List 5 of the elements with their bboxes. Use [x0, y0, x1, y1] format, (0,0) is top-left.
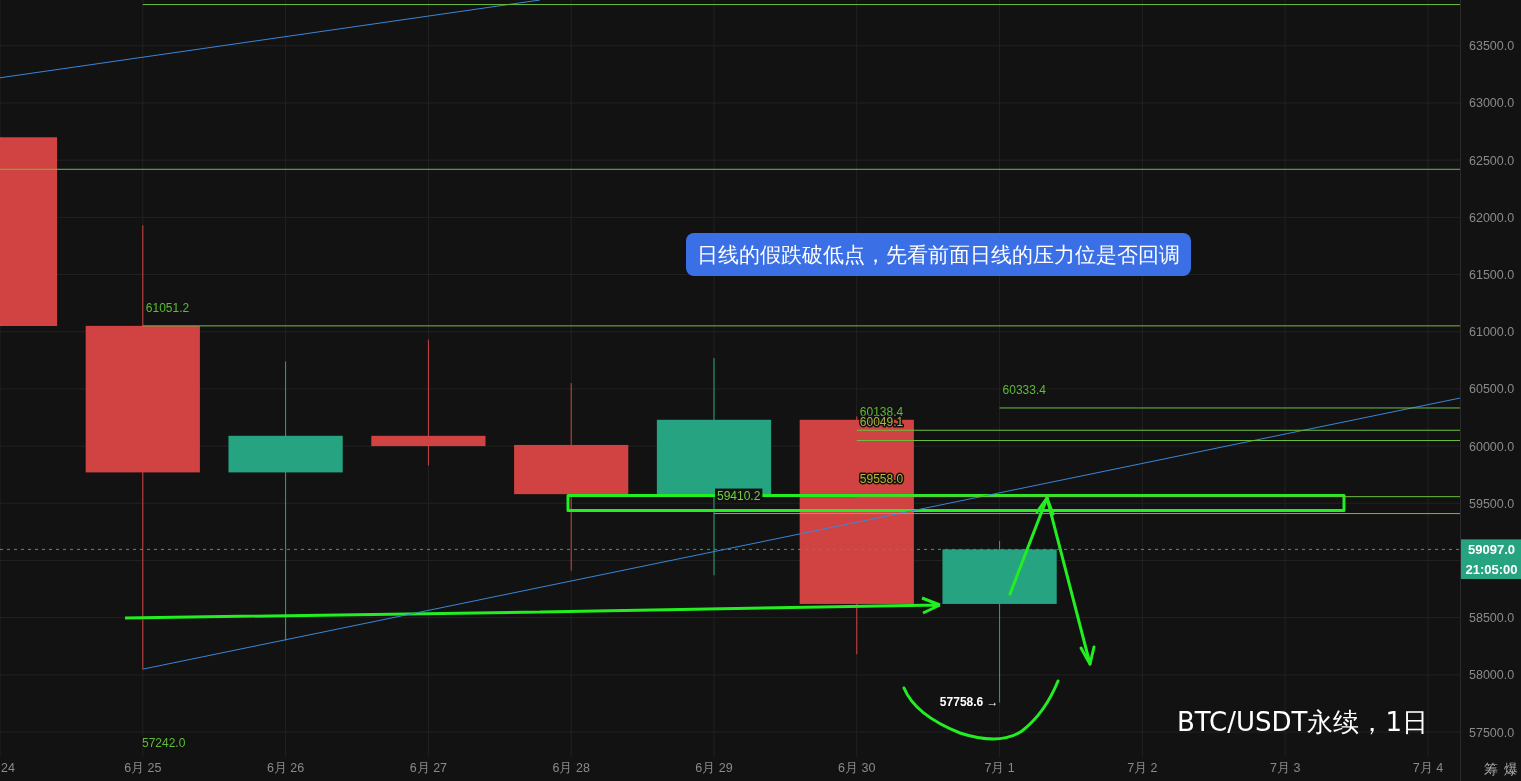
ref-line-label: 59097.0: [1468, 542, 1515, 558]
countdown: 21:05:00: [1461, 559, 1521, 579]
title: BTC/USDT永续，1日: [1176, 707, 1428, 737]
annotation: 日线的假跌破低点，先看前面日线的压力位是否回调: [697, 243, 1180, 266]
note: 日线的假跌破低点，先看前面日线的压力位是否回调: [686, 233, 1191, 276]
